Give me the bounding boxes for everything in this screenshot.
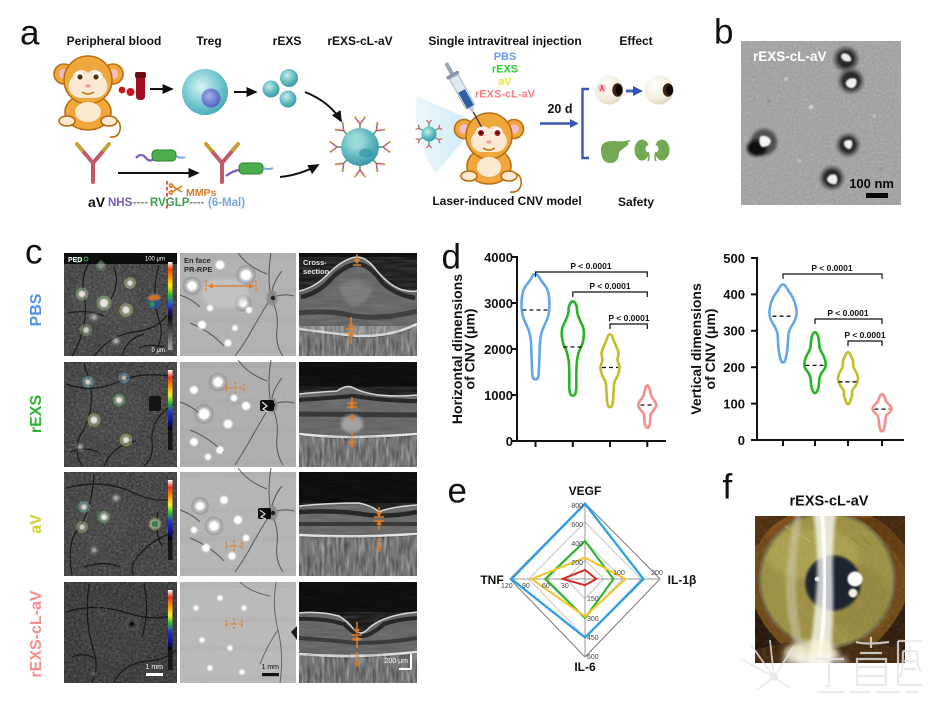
svg-text:120: 120	[501, 583, 513, 590]
svg-text:200: 200	[571, 560, 583, 567]
svg-text:PBS: PBS	[28, 293, 45, 326]
svg-text:Safety: Safety	[618, 195, 654, 209]
svg-text:400: 400	[571, 541, 583, 548]
svg-text:IL-6: IL-6	[574, 660, 596, 674]
svg-text:1 mm: 1 mm	[262, 664, 280, 671]
svg-text:200: 200	[723, 360, 745, 375]
svg-text:Horizontal dimensions: Horizontal dimensions	[449, 274, 465, 424]
svg-text:of CNV (μm): of CNV (μm)	[702, 309, 718, 390]
svg-text:30: 30	[561, 583, 569, 590]
svg-text:20 d: 20 d	[547, 102, 572, 116]
svg-text:100 nm: 100 nm	[849, 176, 894, 191]
svg-text:100 μm: 100 μm	[145, 257, 165, 263]
svg-text:IL-1β: IL-1β	[668, 573, 697, 587]
svg-text:Single intravitreal injection: Single intravitreal injection	[428, 34, 581, 48]
svg-text:500: 500	[723, 251, 745, 266]
svg-text:P < 0.0001: P < 0.0001	[811, 263, 852, 273]
svg-text:0: 0	[738, 433, 745, 448]
svg-text:Cross-: Cross-	[303, 258, 327, 267]
svg-text:En face: En face	[184, 256, 211, 265]
svg-text:TNF: TNF	[480, 573, 503, 587]
svg-text:4000: 4000	[484, 250, 513, 265]
svg-text:3000: 3000	[484, 296, 513, 311]
svg-text:1000: 1000	[484, 388, 513, 403]
svg-text:aV: aV	[498, 76, 512, 88]
svg-text:P < 0.0001: P < 0.0001	[589, 281, 630, 291]
svg-text:100: 100	[613, 570, 625, 577]
svg-text:Laser-induced CNV model: Laser-induced CNV model	[432, 194, 581, 208]
svg-text:PBS: PBS	[494, 51, 517, 63]
svg-text:RVGLP: RVGLP	[150, 197, 190, 209]
svg-text:(6-Mal): (6-Mal)	[208, 197, 245, 209]
svg-text:section: section	[303, 267, 330, 276]
svg-text:rEXS-cL-aV: rEXS-cL-aV	[28, 590, 45, 677]
svg-text:P < 0.0001: P < 0.0001	[827, 308, 868, 318]
svg-text:Effect: Effect	[619, 34, 652, 48]
svg-text:e: e	[448, 472, 467, 511]
svg-text:rEXS-cL-aV: rEXS-cL-aV	[753, 49, 827, 64]
svg-text:Peripheral blood: Peripheral blood	[67, 34, 162, 48]
svg-text:rEXS: rEXS	[492, 64, 518, 76]
svg-text:0: 0	[506, 434, 513, 449]
svg-text:600: 600	[571, 522, 583, 529]
svg-text:P < 0.0001: P < 0.0001	[570, 261, 611, 271]
svg-text:----: ----	[189, 197, 204, 209]
svg-text:200 μm: 200 μm	[385, 658, 409, 665]
svg-text:rEXS-cL-aV: rEXS-cL-aV	[475, 89, 536, 101]
svg-text:aV: aV	[28, 514, 45, 534]
svg-text:300: 300	[723, 324, 745, 339]
svg-text:PED: PED	[68, 257, 82, 264]
svg-text:aV: aV	[88, 194, 106, 210]
svg-text:c: c	[25, 233, 43, 272]
svg-text:rEXS: rEXS	[273, 34, 302, 48]
svg-text:rEXS: rEXS	[28, 395, 45, 434]
svg-text:-----: -----	[129, 197, 148, 209]
svg-text:400: 400	[723, 287, 745, 302]
svg-text:Treg: Treg	[196, 34, 221, 48]
svg-text:NHS: NHS	[108, 197, 133, 209]
svg-text:1 mm: 1 mm	[146, 664, 164, 671]
svg-text:450: 450	[587, 635, 599, 642]
svg-text:P < 0.0001: P < 0.0001	[844, 330, 885, 340]
svg-text:a: a	[20, 13, 40, 52]
svg-text:800: 800	[571, 503, 583, 510]
svg-text:2000: 2000	[484, 342, 513, 357]
svg-text:300: 300	[587, 616, 599, 623]
svg-text:100: 100	[723, 396, 745, 411]
svg-text:0 μm: 0 μm	[152, 348, 165, 354]
svg-text:PR-RPE: PR-RPE	[184, 265, 212, 274]
svg-text:b: b	[714, 13, 733, 52]
svg-text:VEGF: VEGF	[569, 484, 602, 498]
svg-text:90: 90	[522, 583, 530, 590]
svg-text:600: 600	[587, 654, 599, 661]
svg-text:150: 150	[587, 596, 599, 603]
svg-text:60: 60	[542, 583, 550, 590]
svg-text:f: f	[723, 468, 733, 507]
svg-text:Vertical dimensions: Vertical dimensions	[688, 283, 704, 415]
svg-text:MMPs: MMPs	[186, 187, 216, 199]
svg-text:P < 0.0001: P < 0.0001	[608, 313, 649, 323]
svg-text:200: 200	[651, 570, 663, 577]
svg-text:of CNV (μm): of CNV (μm)	[462, 309, 478, 390]
svg-text:rEXS-cL-aV: rEXS-cL-aV	[327, 34, 392, 48]
svg-text:rEXS-cL-aV: rEXS-cL-aV	[790, 494, 869, 510]
svg-text:d: d	[442, 238, 461, 277]
